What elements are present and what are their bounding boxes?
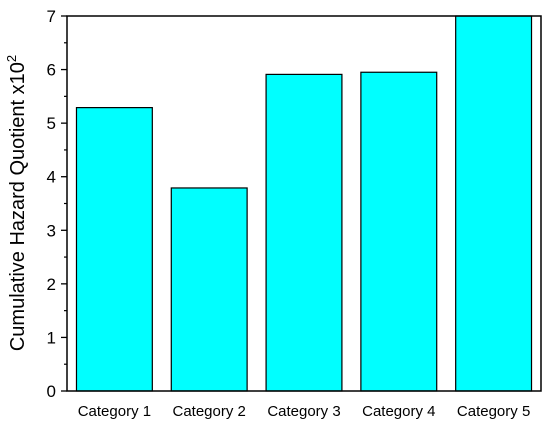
plot-frame [66,15,542,392]
y-axis: 0 1 2 3 4 5 6 7 [47,7,67,401]
x-tick-label: Category 3 [267,403,340,420]
x-tick-label: Category 5 [457,403,530,420]
y-tick-label: 3 [47,221,56,240]
bars-group [75,15,533,392]
y-tick-label: 0 [47,382,56,401]
bar [455,15,533,392]
bar [360,71,438,392]
y-tick-label: 6 [47,61,56,80]
x-tick-label: Category 2 [173,403,246,420]
y-tick-label: 1 [47,328,56,347]
bar [265,73,343,392]
x-tick-label: Category 4 [362,403,435,420]
y-tick-label: 4 [47,168,56,187]
y-tick-label: 2 [47,275,56,294]
y-axis-title-exponent: 2 [4,55,19,62]
bar [170,187,248,392]
y-axis-title-text: Cumulative Hazard Quotient x10 [7,62,29,351]
y-tick-label: 5 [47,114,56,133]
x-axis: Category 1 Category 2 Category 3 Category 4… [78,403,531,420]
bar [75,107,153,392]
y-tick-label: 7 [47,7,56,26]
x-tick-label: Category 1 [78,403,151,420]
y-axis-title: Cumulative Hazard Quotient x102 [4,55,29,351]
